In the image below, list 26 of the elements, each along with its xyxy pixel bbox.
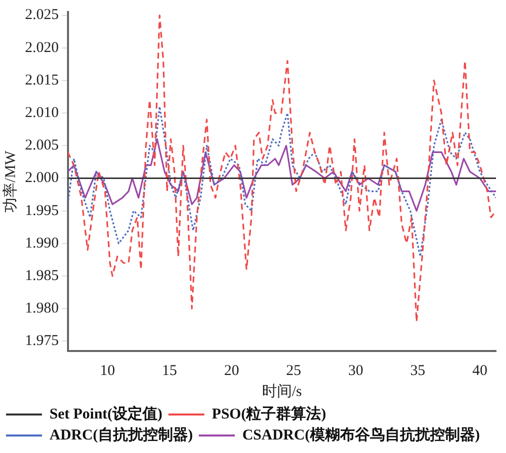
y-tick-label: 2.015 [25,72,59,88]
y-tick-label: 2.025 [25,7,59,24]
y-tick-label: 1.995 [25,202,59,219]
y-tick-label: 1.975 [25,333,59,350]
y-tick-label: 2.000 [25,170,59,186]
line-series [68,14,496,322]
x-tick-label: 30 [348,362,364,379]
line-series [68,106,496,258]
x-tick-label: 15 [162,362,178,379]
x-tick-label: 35 [410,362,426,379]
y-tick-label: 1.990 [25,235,59,252]
x-tick-label: 20 [224,362,240,379]
y-tick-label: 1.985 [25,268,59,284]
x-axis-title: 时间/s [262,382,302,400]
legend-label: PSO(粒子群算法) [212,405,326,422]
x-tick-label: 25 [286,362,302,379]
x-tick-label: 40 [472,362,488,379]
x-tick-label: 10 [100,362,115,379]
y-tick-label: 1.980 [25,300,59,317]
legend-label: ADRC(自抗扰控制器) [50,426,193,444]
y-axis-title: 功率/MW [2,150,19,212]
legend-label: Set Point(设定值) [50,404,162,422]
y-tick-label: 2.020 [25,40,59,56]
legend-label: CSADRC(模糊布谷鸟自抗扰控制器) [242,426,480,444]
y-tick-label: 2.010 [25,104,59,121]
y-tick-label: 2.005 [25,138,59,154]
